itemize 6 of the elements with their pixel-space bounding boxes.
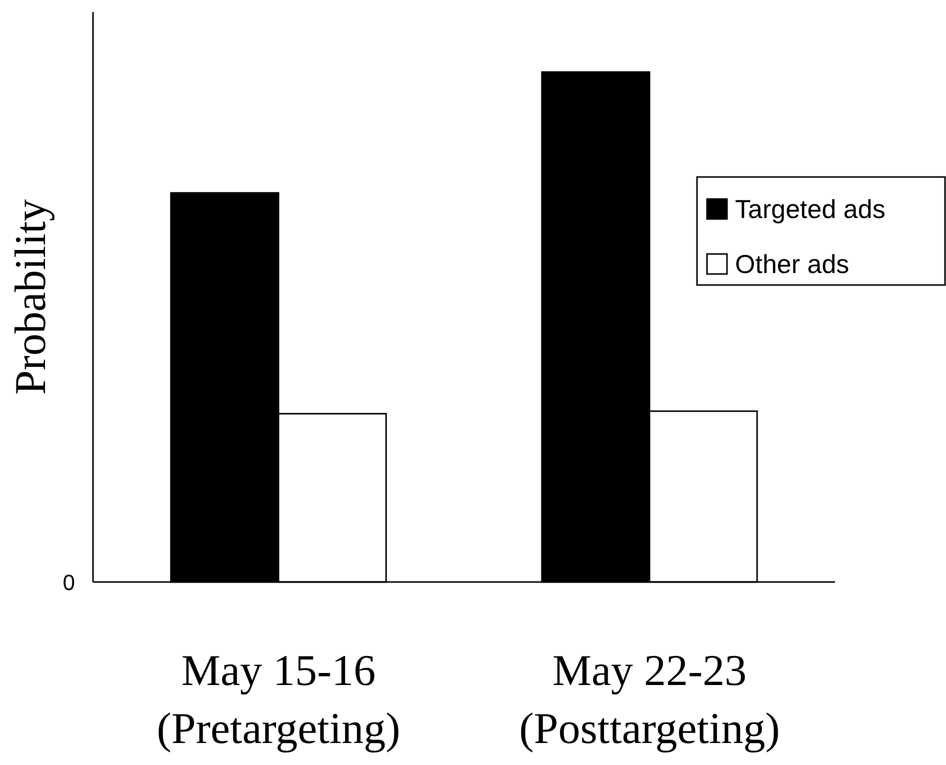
y-axis-title: Probability: [6, 199, 55, 395]
x-tick-label: May 15-16 (Pretargeting): [156, 646, 400, 753]
text: 0: [62, 570, 75, 595]
legend-label: Other ads: [735, 249, 850, 279]
x-tick-label: May 22-23 (Posttargeting): [519, 646, 780, 753]
legend-label: Targeted ads: [735, 194, 886, 224]
